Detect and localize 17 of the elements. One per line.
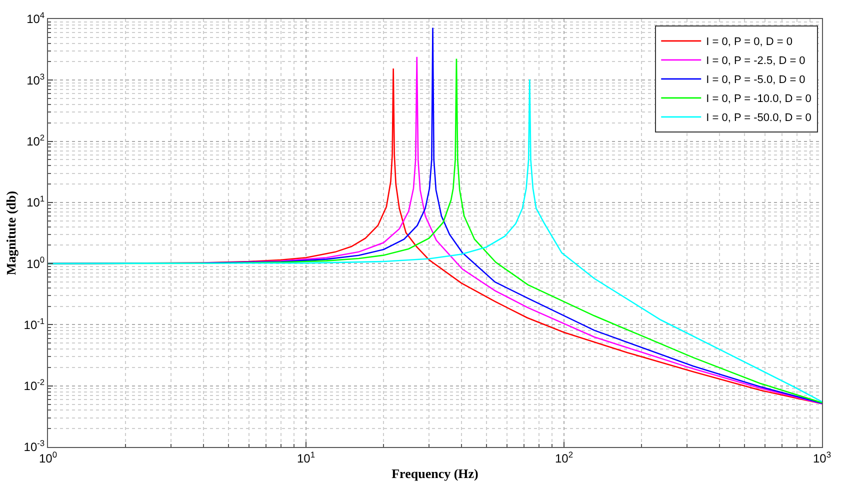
y-tick-label: 10$^{-2}$ [24,377,45,394]
x-tick-label: 10$^{1}$ [296,449,316,466]
y-tick-label: 10$^{2}$ [26,132,45,148]
legend-label: I = 0, P = 0, D = 0 [706,36,792,48]
y-tick-label: 10$^{-1}$ [24,316,45,332]
y-tick-label: 10$^{1}$ [26,194,45,210]
y-tick-label: 10$^{3}$ [26,71,45,88]
y-tick-label: 10$^{0}$ [26,254,45,271]
legend-label: I = 0, P = -10.0, D = 0 [706,93,812,106]
legend-label: I = 0, P = -5.0, D = 0 [706,74,806,86]
x-tick-label: 10$^{2}$ [554,449,574,466]
legend-label: I = 0, P = -50.0, D = 0 [706,112,812,124]
y-tick-label: 10$^{4}$ [26,10,45,26]
legend-label: I = 0, P = -2.5, D = 0 [706,55,806,68]
y-axis-title: Magnitute (db) [4,190,19,276]
x-tick-label: 10$^{3}$ [812,449,832,466]
x-axis-title: Frequency (Hz) [392,466,478,481]
